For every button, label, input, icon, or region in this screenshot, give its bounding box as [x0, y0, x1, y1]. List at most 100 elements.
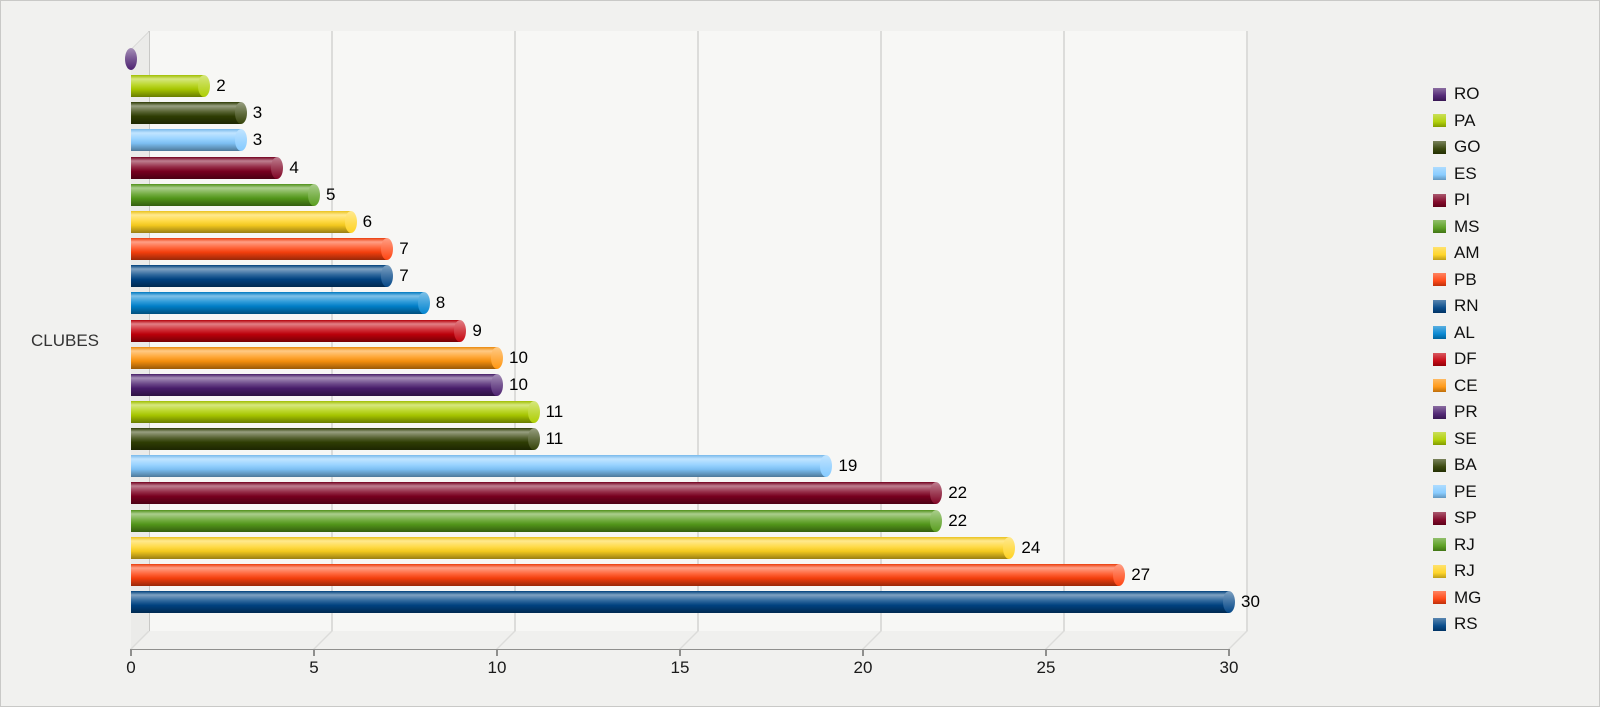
- legend-label: ES: [1454, 163, 1477, 183]
- legend-swatch: [1433, 140, 1446, 154]
- legend-swatch: [1433, 246, 1446, 260]
- legend-label: AL: [1454, 322, 1475, 342]
- bar-value-label: 7: [399, 239, 409, 259]
- bar-end-cap: [491, 346, 503, 369]
- bar-value-label: 2: [216, 76, 226, 96]
- legend-label: MS: [1454, 216, 1480, 236]
- bar-end-cap: [491, 373, 503, 396]
- bar: [131, 75, 211, 98]
- bar: [131, 265, 394, 288]
- bar: [131, 238, 394, 261]
- bar-end-cap: [527, 400, 540, 423]
- bar: [131, 292, 430, 315]
- x-axis-tick: [1228, 649, 1230, 656]
- bar-value-label: 10: [509, 347, 528, 367]
- bar-end-cap: [1113, 563, 1126, 586]
- legend-label: GO: [1454, 137, 1481, 157]
- floor-gridline: [313, 631, 333, 649]
- legend-label: RJ: [1454, 561, 1475, 581]
- legend-swatch: [1433, 220, 1446, 234]
- bar: [131, 563, 1126, 586]
- y-axis-label: CLUBES: [31, 331, 100, 350]
- legend-item: RN: [1433, 293, 1481, 320]
- bar-value-label: 7: [399, 266, 409, 286]
- bar-value-label: 27: [1131, 564, 1151, 584]
- bar-end-cap: [234, 129, 247, 152]
- bar-value-label: 22: [948, 483, 968, 503]
- bar: [131, 482, 943, 505]
- x-axis-tick: [862, 649, 864, 656]
- legend-swatch: [1433, 405, 1446, 419]
- gridline: [697, 31, 699, 631]
- legend-item: MG: [1433, 585, 1481, 612]
- bar-end-cap: [381, 238, 394, 261]
- floor-gridline: [862, 631, 882, 649]
- legend-item: AL: [1433, 320, 1481, 347]
- legend-item: RJ: [1433, 532, 1481, 559]
- legend-item: MS: [1433, 214, 1481, 241]
- bar-value-label: 5: [326, 184, 336, 204]
- bar: [131, 400, 540, 423]
- legend-swatch: [1433, 273, 1446, 287]
- bar: [131, 428, 540, 451]
- legend-item: RO: [1433, 81, 1481, 108]
- bar-end-cap: [527, 428, 540, 451]
- bar-end-cap: [381, 265, 394, 288]
- bar-value-label: 11: [545, 429, 564, 449]
- gridline: [1246, 31, 1248, 631]
- legend-label: PA: [1454, 110, 1476, 130]
- legend-item: ES: [1433, 161, 1481, 188]
- legend-label: SP: [1454, 508, 1477, 528]
- bar: [131, 102, 247, 125]
- legend-swatch: [1433, 352, 1446, 366]
- legend-swatch: [1433, 617, 1446, 631]
- bar-end-cap: [930, 482, 943, 505]
- legend-item: PB: [1433, 267, 1481, 294]
- bar-value-label: 8: [435, 293, 446, 313]
- legend-label: PB: [1454, 269, 1477, 289]
- bar: [131, 455, 833, 478]
- bar-value-label: 30: [1241, 592, 1260, 611]
- bar-end-cap: [454, 319, 467, 342]
- x-tick-label: 5: [309, 658, 319, 677]
- legend-label: RN: [1454, 296, 1479, 316]
- legend-label: SE: [1454, 428, 1477, 448]
- legend-swatch: [1433, 591, 1446, 605]
- legend-label: CE: [1454, 375, 1478, 395]
- legend-swatch: [1433, 299, 1446, 313]
- legend-swatch: [1433, 458, 1446, 472]
- legend-swatch: [1433, 511, 1446, 525]
- legend-item: PI: [1433, 187, 1481, 214]
- legend-item: RJ: [1433, 558, 1481, 585]
- legend-item: RS: [1433, 611, 1481, 638]
- bar-end-cap: [1223, 591, 1235, 613]
- gridline: [514, 31, 516, 631]
- bar-value-label: 6: [362, 211, 373, 231]
- legend-item: PR: [1433, 399, 1481, 426]
- bar-end-cap: [930, 509, 943, 532]
- legend-swatch: [1433, 485, 1446, 499]
- legend-item: CE: [1433, 373, 1481, 400]
- legend-item: GO: [1433, 134, 1481, 161]
- chart-floor: [130, 631, 1248, 650]
- legend-item: BA: [1433, 452, 1481, 479]
- legend-label: RJ: [1454, 534, 1475, 554]
- floor-gridline: [1045, 631, 1065, 649]
- bar-value-label: 19: [838, 456, 858, 476]
- legend-swatch: [1433, 193, 1446, 207]
- legend-swatch: [1433, 326, 1446, 340]
- bar: [131, 210, 357, 233]
- x-tick-label: 30: [1219, 658, 1239, 677]
- legend-label: RS: [1454, 614, 1478, 634]
- bar: [131, 509, 943, 532]
- legend-swatch: [1433, 538, 1446, 552]
- bar-end-cap: [820, 455, 833, 478]
- x-axis-tick: [496, 649, 498, 656]
- legend-swatch: [1433, 167, 1446, 181]
- legend-label: MG: [1454, 587, 1482, 607]
- legend-label: RO: [1454, 84, 1480, 104]
- x-axis-tick: [679, 649, 681, 656]
- legend-swatch: [1433, 564, 1446, 578]
- bar-end-cap: [344, 210, 357, 233]
- x-axis-tick: [1045, 649, 1047, 656]
